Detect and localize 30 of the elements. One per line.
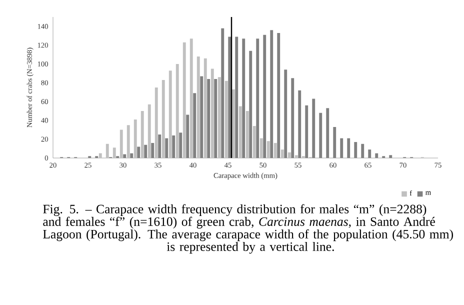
bar [224, 80, 228, 158]
bar [106, 144, 109, 158]
bar [162, 80, 165, 158]
bar [218, 77, 221, 158]
bar [246, 111, 249, 158]
bar [98, 153, 102, 158]
bar [168, 70, 172, 158]
bar [294, 155, 298, 158]
bar [266, 141, 270, 158]
caption: Fig. 5. – Carapace width frequency distribution for males “m” (n=2288) and females “f” (n=1610) of green crab, Carcinus maenas, in Santo André Lagoon (Portugal). The average carapace width of the population (45.50 mm) is represented by a vertical line. [43, 204, 454, 254]
bar [210, 68, 214, 158]
bar [274, 142, 277, 158]
bar [120, 130, 123, 158]
bar [148, 104, 151, 158]
bar [112, 148, 116, 158]
bar [238, 106, 242, 158]
bar [196, 56, 200, 158]
bar [232, 89, 235, 158]
bar [190, 38, 193, 158]
bar [280, 150, 284, 158]
bar [134, 119, 137, 158]
bar [176, 64, 179, 158]
bar [182, 42, 186, 158]
bar [204, 58, 207, 158]
bar [140, 111, 144, 158]
bar [260, 138, 263, 158]
bar [154, 88, 158, 158]
bar [252, 126, 256, 158]
bar [288, 152, 291, 158]
bar [126, 125, 130, 158]
